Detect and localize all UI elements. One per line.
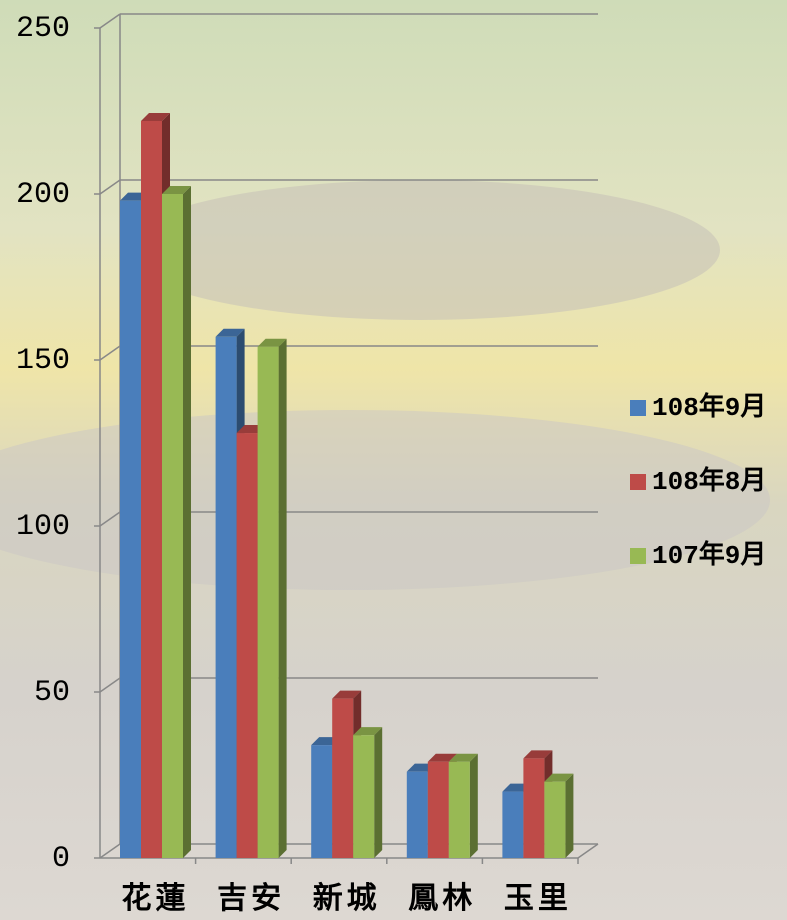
bar [448, 761, 470, 858]
bar [120, 200, 141, 858]
background-shape [0, 410, 770, 590]
bar-side [374, 727, 383, 858]
bar [236, 433, 258, 858]
y-tick-label: 150 [16, 344, 70, 378]
x-tick-label: 新城 [313, 881, 381, 916]
x-tick-label: 玉里 [504, 881, 572, 916]
grid-line [99, 843, 121, 859]
bar [544, 781, 566, 858]
x-tick-label: 吉安 [217, 881, 285, 916]
bar-top [215, 328, 245, 337]
bar-top [353, 727, 383, 736]
bar [141, 120, 162, 858]
y-tick-label: 250 [16, 12, 70, 46]
background-shape [120, 180, 720, 320]
grid-line [99, 13, 121, 29]
bar-top [257, 338, 287, 347]
bar [162, 194, 183, 858]
legend-swatch [630, 400, 646, 416]
y-tick-label: 200 [16, 178, 70, 212]
bar [353, 735, 375, 858]
bar-top [427, 753, 457, 762]
grid-line [99, 179, 121, 195]
grid-line [99, 345, 121, 361]
grid-line [99, 677, 121, 693]
y-tick-label: 100 [16, 510, 70, 544]
bar-top [448, 753, 478, 762]
bar [502, 791, 524, 858]
x-tick-label: 鳳林 [408, 881, 476, 916]
bar-side [469, 753, 478, 858]
legend-label: 108年9月 [652, 391, 766, 423]
legend-swatch [630, 474, 646, 490]
bar-side [278, 338, 287, 859]
bar-top [141, 112, 170, 121]
x-tick-label: 花蓮 [122, 881, 190, 916]
grid-line [99, 511, 121, 527]
y-tick-label: 50 [34, 676, 70, 710]
bar-top [332, 690, 362, 699]
bar [406, 771, 428, 858]
bar [427, 761, 449, 858]
bar-top [544, 773, 574, 782]
bar [311, 745, 333, 858]
bar [215, 336, 237, 858]
bar [332, 698, 354, 858]
y-tick-label: 0 [52, 842, 70, 876]
legend-swatch [630, 548, 646, 564]
bar-side [183, 186, 191, 858]
legend-label: 108年8月 [652, 465, 766, 497]
bar-top [523, 750, 553, 759]
bar [523, 758, 545, 858]
bar-side [565, 773, 574, 858]
bar-top [162, 186, 191, 194]
legend-label: 107年9月 [652, 539, 766, 571]
bar [257, 346, 279, 858]
